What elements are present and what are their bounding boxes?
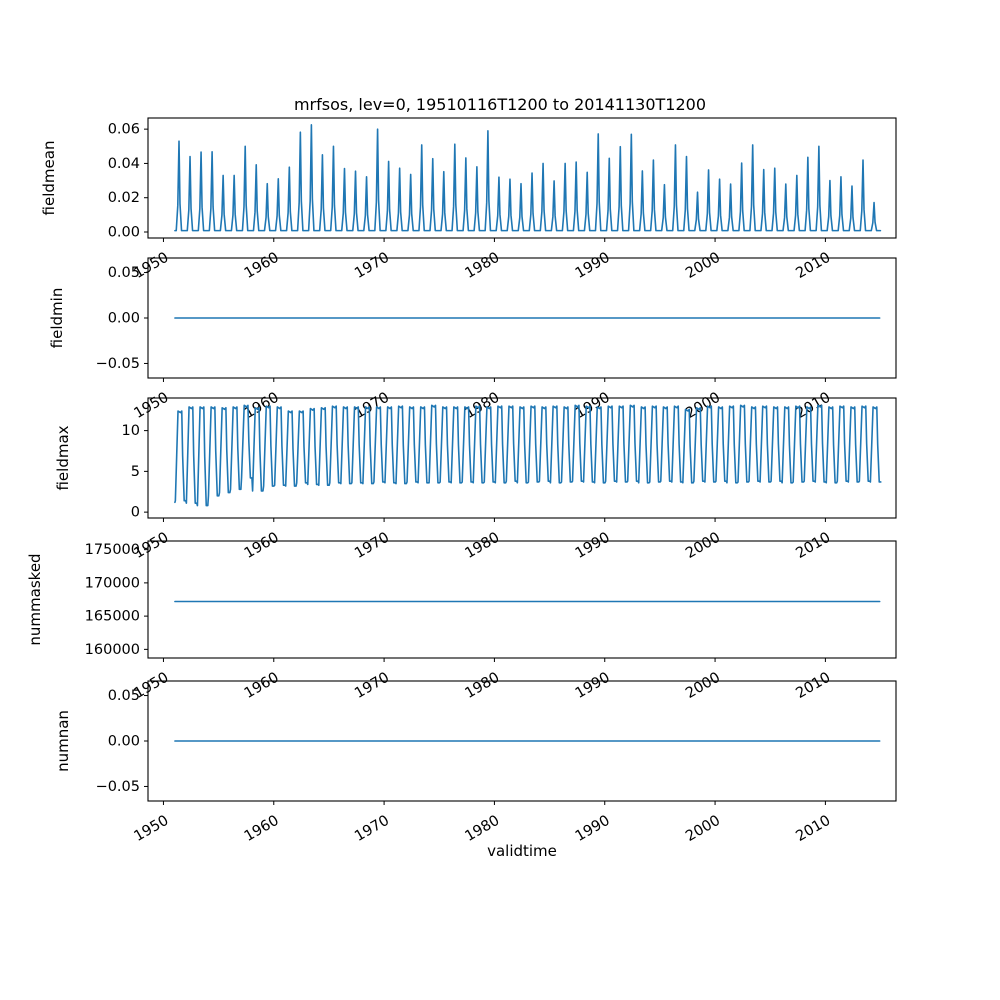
- xtick-label: 2000: [683, 250, 723, 282]
- yaxis-label-fieldmax: fieldmax: [54, 425, 72, 490]
- xtick-label: 2010: [793, 530, 833, 562]
- series-line-fieldmax: [174, 404, 882, 507]
- ytick-label-fieldmax: 5: [131, 464, 140, 480]
- xaxis-label: validtime: [487, 842, 557, 860]
- xtick-label: 1950: [131, 390, 171, 422]
- ytick-label-fieldmin: −0.05: [96, 356, 140, 372]
- xtick-label: 2000: [683, 813, 723, 845]
- ytick-label-fieldmin: 0.05: [108, 265, 140, 281]
- panel-fieldmax-frame: [147, 397, 897, 519]
- xtick-label: 1990: [573, 530, 613, 562]
- ytick-label-fieldmean: 0.00: [108, 225, 140, 241]
- xtick-label: 2010: [793, 670, 833, 702]
- ytick-label-fieldmax: 10: [122, 423, 140, 439]
- yaxis-label-fieldmin: fieldmin: [48, 288, 66, 349]
- yaxis-label-nummasked: nummasked: [26, 553, 44, 645]
- xtick-label: 1980: [462, 530, 502, 562]
- xtick-label: 1990: [573, 670, 613, 702]
- xtick-label: 1970: [352, 670, 392, 702]
- panel-nummasked-frame: [147, 540, 897, 659]
- xtick-label: 2000: [683, 670, 723, 702]
- xtick-label: 1960: [242, 813, 282, 845]
- xtick-label: 1960: [242, 250, 282, 282]
- xtick-label: 1990: [573, 813, 613, 845]
- xtick-label: 2010: [793, 250, 833, 282]
- xtick-label: 1970: [352, 250, 392, 282]
- ytick-label-nummasked: 160000: [85, 642, 140, 658]
- ytick-label-fieldmean: 0.06: [108, 122, 140, 138]
- xtick-label: 2000: [683, 530, 723, 562]
- ytick-label-numnan: −0.05: [96, 779, 140, 795]
- xtick-label: 2010: [793, 813, 833, 845]
- xtick-label: 1960: [242, 530, 282, 562]
- xtick-label: 1970: [352, 530, 392, 562]
- xtick-label: 1980: [462, 670, 502, 702]
- yaxis-label-fieldmean: fieldmean: [40, 141, 58, 216]
- ytick-label-numnan: 0.00: [108, 734, 140, 750]
- xtick-label: 1970: [352, 813, 392, 845]
- ytick-label-nummasked: 165000: [85, 609, 140, 625]
- xtick-label: 1960: [242, 670, 282, 702]
- series-line-fieldmean: [174, 124, 882, 232]
- ytick-label-fieldmean: 0.04: [108, 156, 140, 172]
- yaxis-label-numnan: numnan: [54, 710, 72, 772]
- xtick-label: 1990: [573, 250, 613, 282]
- panel-fieldmean-frame: [147, 117, 897, 239]
- ytick-label-nummasked: 175000: [85, 542, 140, 558]
- xtick-label: 1980: [462, 813, 502, 845]
- chart-title: mrfsos, lev=0, 19510116T1200 to 20141130…: [294, 95, 706, 114]
- ytick-label-fieldmax: 0: [131, 505, 140, 521]
- ytick-label-numnan: 0.05: [108, 688, 140, 704]
- ytick-label-fieldmean: 0.02: [108, 190, 140, 206]
- xtick-label: 1980: [462, 250, 502, 282]
- ytick-label-fieldmin: 0.00: [108, 311, 140, 327]
- ytick-label-nummasked: 170000: [85, 575, 140, 591]
- xtick-label: 1950: [131, 813, 171, 845]
